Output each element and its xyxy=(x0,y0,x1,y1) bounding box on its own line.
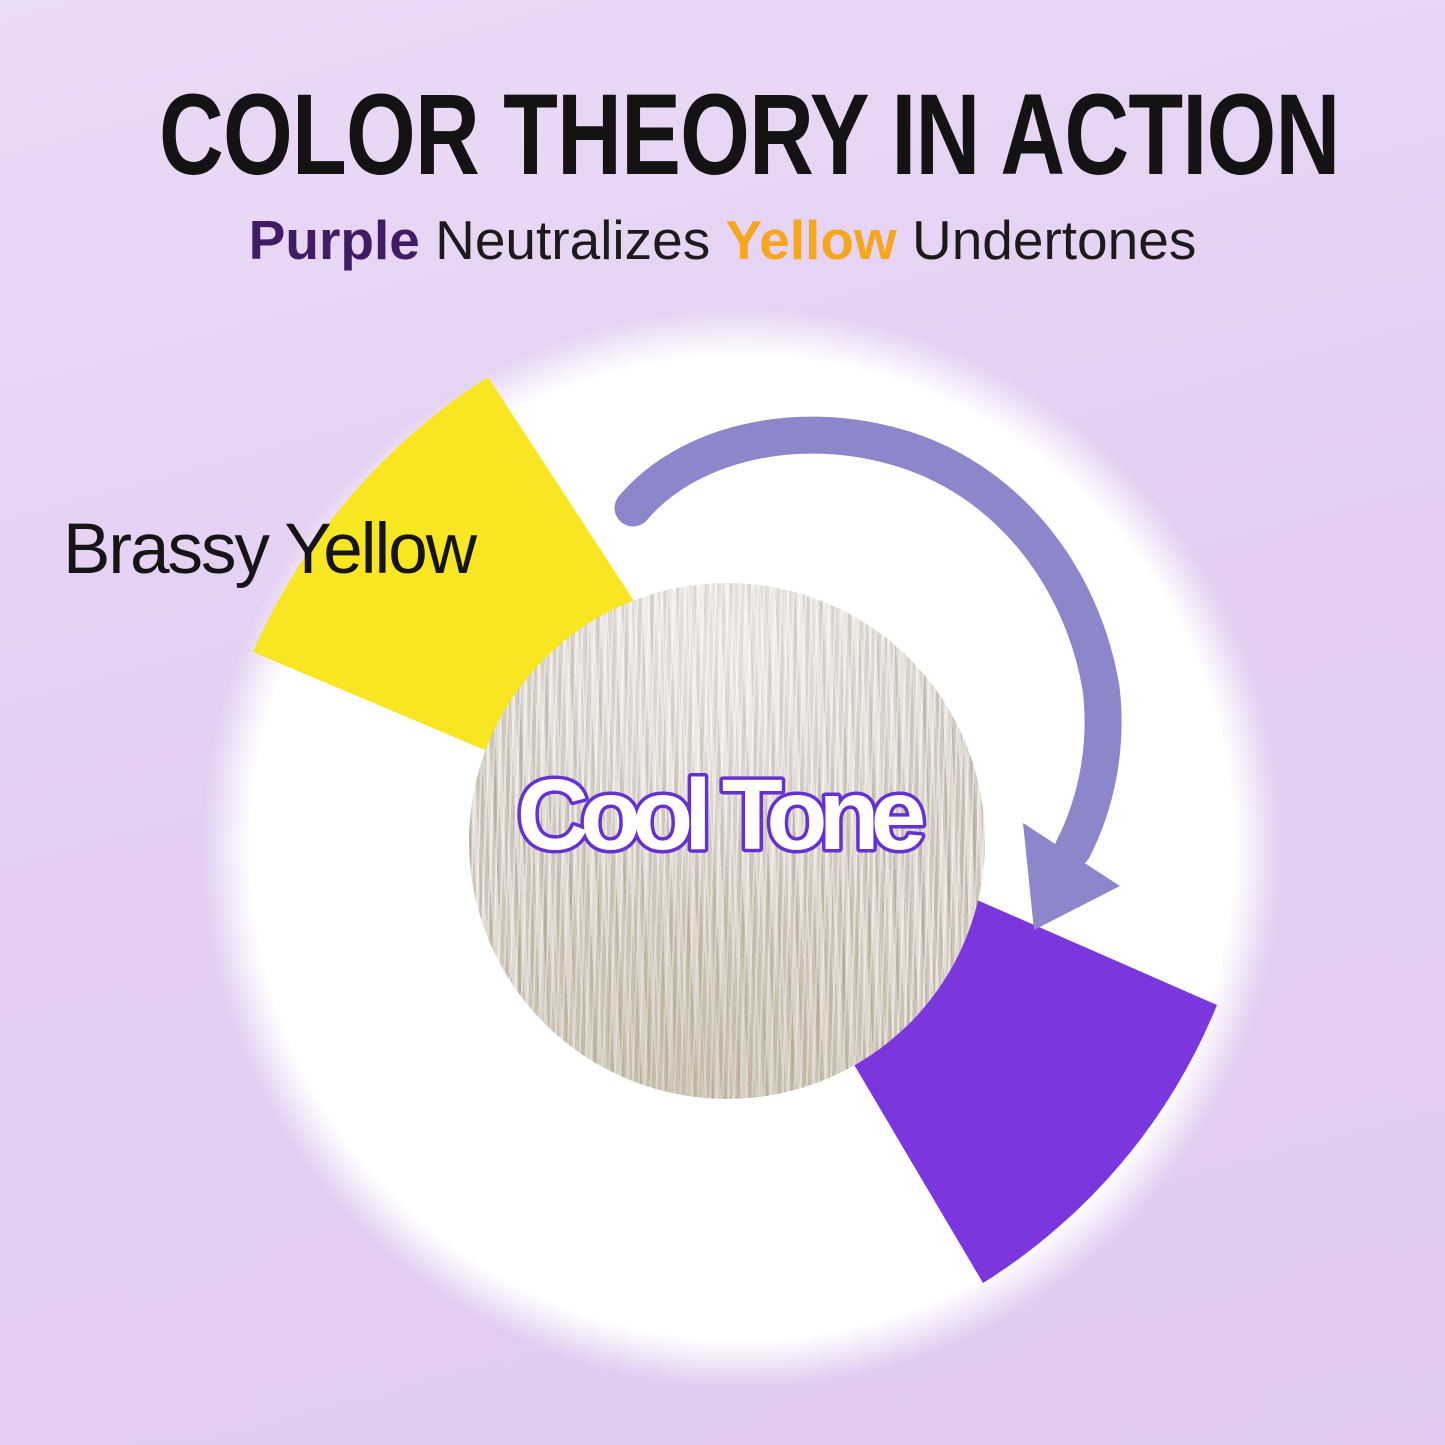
hair-swatch-image xyxy=(469,583,985,1099)
page-title: COLOR THEORY IN ACTION xyxy=(158,71,1340,199)
curved-arrow-shaft xyxy=(614,416,1122,868)
page-subtitle: Purple Neutralizes Yellow Undertones xyxy=(0,213,1445,268)
clockwise-arrow xyxy=(614,416,1122,930)
curved-arrow-head xyxy=(1023,823,1120,930)
subtitle-purple-word: Purple xyxy=(248,209,420,271)
subtitle-end-text: Undertones xyxy=(896,209,1197,271)
brassy-yellow-label: Brassy Yellow xyxy=(63,510,477,589)
subtitle-yellow-word: Yellow xyxy=(725,209,897,271)
subtitle-middle-text: Neutralizes xyxy=(419,209,726,271)
